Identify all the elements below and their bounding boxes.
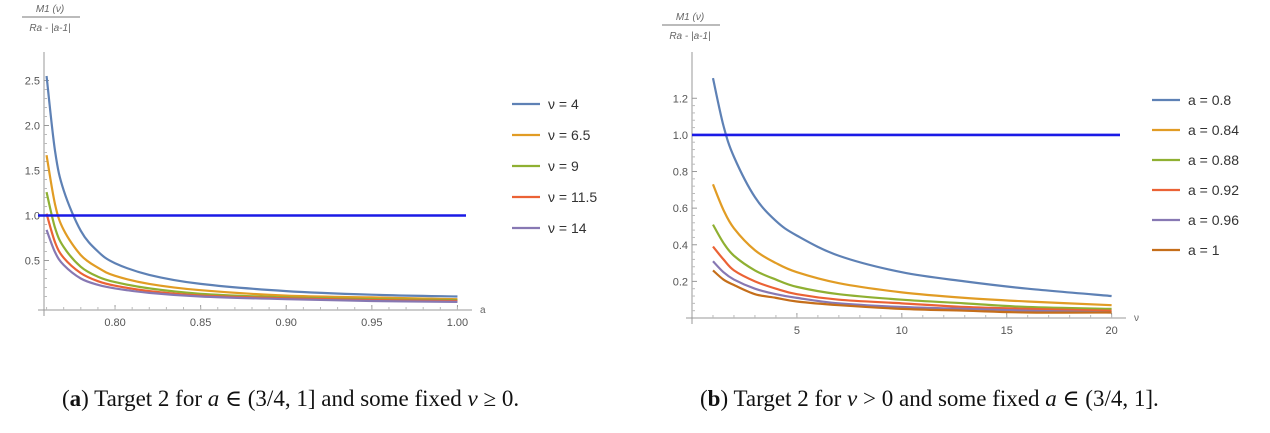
y-tick-label-b: 0.2 [673, 276, 688, 288]
series-line-a-1 [45, 155, 458, 301]
series-line-b-5 [712, 269, 1112, 314]
legend-label-b-4: a = 0.96 [1188, 212, 1239, 228]
y-tick-label-b: 1.2 [673, 93, 688, 105]
caption-b-mid: > 0 and some fixed [857, 386, 1046, 411]
legend-label-b-5: a = 1 [1188, 242, 1220, 258]
x-tick-label-b: 5 [794, 325, 800, 337]
legend-label-b-1: a = 0.84 [1188, 122, 1239, 138]
x-tick-label-a: 0.80 [104, 317, 125, 329]
caption-b-var2: a [1045, 386, 1057, 411]
x-tick-label-b: 20 [1105, 325, 1117, 337]
legend-label-a-4: ν = 14 [548, 220, 587, 236]
y-axis-label-numerator-a: M1 (ν) [36, 4, 64, 15]
caption-b-tag: b [707, 386, 721, 411]
y-tick-label-b: 0.8 [673, 167, 688, 179]
y-tick-label-b: 0.6 [673, 203, 688, 215]
series-line-b-3 [712, 245, 1112, 312]
legend-label-b-3: a = 0.92 [1188, 182, 1239, 198]
x-axis-label-b: ν [1134, 313, 1139, 324]
y-axis-label-denominator-b: Ra - |a-1| [669, 31, 710, 42]
legend-label-a-1: ν = 6.5 [548, 127, 591, 143]
y-tick-label-a: 2.0 [25, 121, 40, 133]
y-tick-label-a: 0.5 [25, 256, 40, 268]
x-tick-label-b: 10 [896, 325, 908, 337]
caption-a-pre: Target 2 for [88, 386, 208, 411]
y-tick-label-a: 1.0 [25, 211, 40, 223]
series-line-b-1 [711, 183, 1112, 307]
y-axis-label-numerator-b: M1 (ν) [676, 12, 704, 23]
series-line-b-0 [711, 77, 1112, 298]
y-axis-label-denominator-a: Ra - |a-1| [29, 23, 70, 34]
legend-label-b-0: a = 0.8 [1188, 92, 1231, 108]
legend-label-a-0: ν = 4 [548, 96, 579, 112]
legend-label-a-2: ν = 9 [548, 158, 579, 174]
legend-label-b-2: a = 0.88 [1188, 152, 1239, 168]
caption-a-post: ≥ 0. [477, 386, 520, 411]
caption-b-var1: ν [847, 386, 858, 411]
x-tick-label-a: 1.00 [447, 317, 468, 329]
caption-b: (b) Target 2 for ν > 0 and some fixed a … [700, 386, 1159, 411]
caption-a-mid: ∈ (3/4, 1] and some fixed [219, 386, 468, 411]
x-tick-label-b: 15 [1001, 325, 1013, 337]
caption-b-post: ∈ (3/4, 1]. [1056, 386, 1159, 411]
chart-b: 0.2 0.4 0.6 0.8 1.0 1.2 5 10 15 20 ν M1 (ν) Ra - |a-… [662, 12, 1239, 337]
series-line-a-4 [45, 229, 458, 303]
chart-panel-b: 0.2 0.4 0.6 0.8 1.0 1.2 5 10 15 20 ν M1 (ν) Ra - |a-… [640, 0, 1270, 433]
chart-panel-a: 0.5 1.0 1.5 2.0 2.5 0.80 0.85 0.90 0.95 1.00 a M1 (… [22, 4, 597, 329]
caption-a-tag: a [69, 386, 82, 411]
y-tick-label-b: 0.4 [673, 240, 688, 252]
x-tick-label-a: 0.95 [361, 317, 382, 329]
caption-b-pre: Target 2 for [728, 386, 848, 411]
series-line-a-0 [45, 75, 458, 298]
series-line-b-2 [712, 224, 1112, 310]
x-tick-label-a: 0.85 [190, 317, 211, 329]
chart-a: 0.5 1.0 1.5 2.0 2.5 0.80 0.85 0.90 0.95 1.00 a M1 (… [22, 4, 597, 329]
legend-label-a-3: ν = 11.5 [548, 189, 597, 205]
y-tick-label-a: 1.5 [25, 166, 40, 178]
series-line-b-4 [712, 260, 1112, 314]
x-tick-label-a: 0.90 [276, 317, 297, 329]
caption-a-var1: a [207, 386, 220, 411]
caption-a: (a) Target 2 for a ∈ (3/4, 1] and some f… [62, 386, 520, 411]
y-tick-label-a: 2.5 [25, 76, 40, 88]
caption-a-var2: ν [467, 386, 478, 411]
x-axis-label-a: a [480, 305, 486, 316]
y-tick-label-b: 1.0 [673, 130, 688, 142]
